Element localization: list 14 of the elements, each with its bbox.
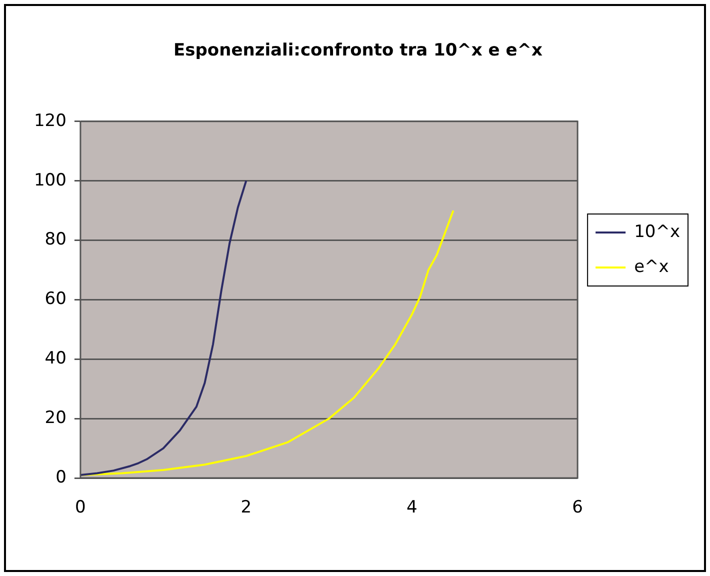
y-tick-label: 0 — [56, 467, 66, 488]
legend-label: e^x — [634, 256, 669, 277]
y-tick-label: 60 — [44, 289, 66, 310]
y-tick-label: 40 — [44, 348, 66, 369]
chart-title: Esponenziali:confronto tra 10^x e e^x — [174, 40, 543, 61]
legend-label: 10^x — [634, 222, 680, 242]
x-tick-label: 6 — [572, 497, 583, 518]
y-tick-label: 100 — [34, 170, 66, 190]
y-tick-label: 20 — [44, 408, 66, 428]
x-tick-label: 0 — [75, 497, 86, 518]
x-tick-label: 4 — [406, 497, 418, 518]
y-tick-label: 80 — [44, 230, 66, 250]
x-tick-label: 2 — [240, 497, 252, 518]
y-tick-label: 120 — [34, 110, 66, 131]
